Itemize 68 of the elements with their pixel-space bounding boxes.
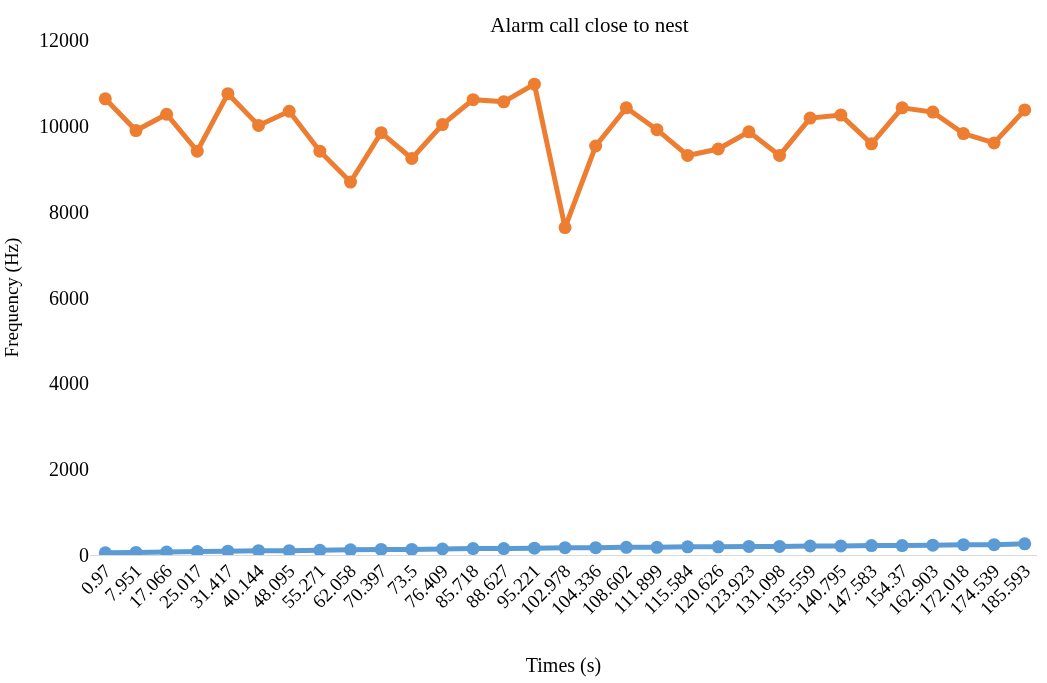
point bbox=[956, 127, 970, 141]
point bbox=[527, 77, 541, 91]
point bbox=[773, 539, 787, 553]
point bbox=[466, 93, 480, 107]
point bbox=[834, 108, 848, 122]
point bbox=[742, 125, 756, 139]
point bbox=[773, 148, 787, 162]
point bbox=[926, 538, 940, 552]
point bbox=[282, 104, 296, 118]
point bbox=[558, 541, 572, 555]
point bbox=[374, 126, 388, 140]
point bbox=[650, 123, 664, 137]
point bbox=[926, 105, 940, 119]
y-tick-label: 8000 bbox=[49, 200, 89, 223]
point bbox=[956, 538, 970, 552]
point bbox=[466, 542, 480, 555]
y-axis-title: Frequency (Hz) bbox=[0, 237, 23, 358]
point bbox=[589, 541, 603, 555]
point bbox=[558, 221, 572, 235]
point bbox=[803, 539, 817, 553]
point bbox=[405, 542, 419, 555]
point bbox=[711, 142, 725, 156]
point bbox=[98, 92, 112, 106]
point bbox=[650, 540, 664, 554]
y-tick-label: 4000 bbox=[49, 372, 89, 395]
point bbox=[1018, 537, 1032, 551]
point bbox=[1018, 103, 1032, 117]
point bbox=[742, 539, 756, 553]
point bbox=[589, 139, 603, 153]
point bbox=[344, 175, 357, 189]
point bbox=[221, 544, 235, 555]
point bbox=[619, 540, 633, 554]
point bbox=[681, 540, 695, 554]
point bbox=[435, 118, 449, 132]
y-tick-label: 6000 bbox=[49, 286, 89, 309]
point bbox=[252, 118, 266, 132]
point bbox=[527, 541, 541, 555]
point bbox=[129, 124, 143, 138]
point bbox=[803, 111, 817, 125]
point bbox=[374, 542, 388, 555]
point bbox=[497, 542, 511, 555]
chart-title: Alarm call close to nest bbox=[490, 12, 689, 37]
point bbox=[987, 538, 1001, 552]
y-tick-label: 12000 bbox=[39, 29, 89, 51]
y-tick-label: 2000 bbox=[49, 458, 89, 481]
point bbox=[865, 137, 878, 151]
point bbox=[282, 544, 296, 555]
point bbox=[160, 107, 174, 121]
point bbox=[834, 539, 848, 553]
point bbox=[313, 543, 327, 555]
point bbox=[895, 101, 909, 115]
point bbox=[190, 144, 204, 158]
point bbox=[435, 542, 449, 555]
point bbox=[313, 144, 327, 158]
point bbox=[497, 95, 511, 109]
y-tick-label: 10000 bbox=[39, 114, 89, 137]
point bbox=[252, 544, 266, 555]
point bbox=[865, 539, 878, 553]
x-axis-title: Times (s) bbox=[525, 654, 602, 678]
point bbox=[221, 87, 235, 101]
point bbox=[619, 101, 633, 115]
point bbox=[405, 151, 419, 165]
y-tick-label: 0 bbox=[79, 544, 89, 566]
point bbox=[711, 540, 725, 554]
point bbox=[681, 148, 695, 162]
point bbox=[987, 136, 1001, 150]
point bbox=[344, 543, 357, 555]
point bbox=[895, 539, 909, 553]
